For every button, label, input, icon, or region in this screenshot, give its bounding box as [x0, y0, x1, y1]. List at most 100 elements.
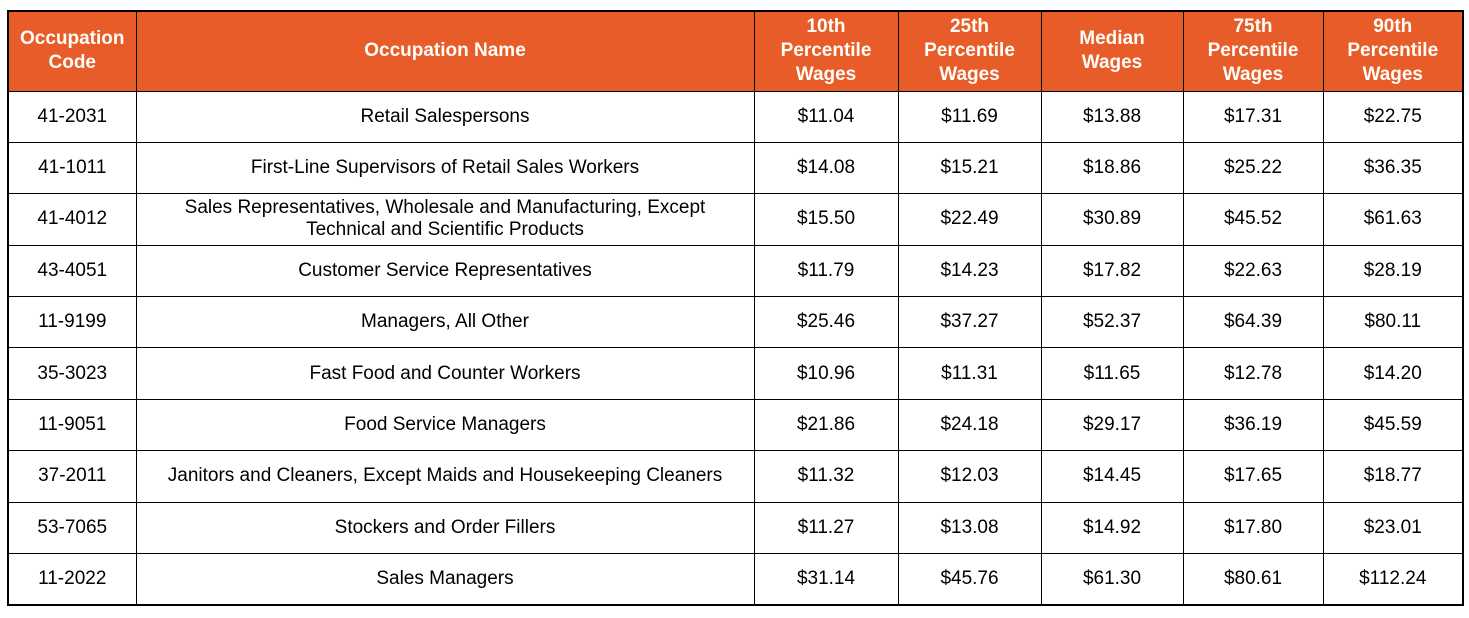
table-row: 11-9051 Food Service Managers $21.86 $24… — [7, 398, 1464, 452]
cell-median-wage: $14.92 — [1040, 501, 1184, 555]
cell-median-wage: $18.86 — [1040, 141, 1184, 195]
cell-occupation-name: Stockers and Order Fillers — [135, 501, 755, 555]
cell-median-wage: $17.82 — [1040, 244, 1184, 298]
cell-occupation-name: Customer Service Representatives — [135, 244, 755, 298]
cell-median-wage: $13.88 — [1040, 90, 1184, 143]
header-median-wages: Median Wages — [1040, 10, 1184, 92]
cell-occupation-name: Janitors and Cleaners, Except Maids and … — [135, 450, 755, 503]
cell-75th-percentile: $22.63 — [1182, 244, 1324, 298]
cell-10th-percentile: $25.46 — [753, 296, 899, 349]
occupation-name-text: Retail Salespersons — [360, 105, 530, 127]
cell-10th-percentile: $15.50 — [753, 193, 899, 246]
cell-75th-percentile: $17.31 — [1182, 90, 1324, 143]
table-row: 41-4012 Sales Representatives, Wholesale… — [7, 193, 1464, 246]
cell-median-wage: $29.17 — [1040, 398, 1184, 452]
cell-90th-percentile: $36.35 — [1322, 141, 1464, 195]
cell-90th-percentile: $22.75 — [1322, 90, 1464, 143]
table-header: Occupation Code Occupation Name 10th Per… — [7, 10, 1464, 92]
occupation-name-text: Sales Representatives, Wholesale and Man… — [184, 197, 706, 241]
cell-median-wage: $11.65 — [1040, 347, 1184, 400]
cell-10th-percentile: $10.96 — [753, 347, 899, 400]
cell-10th-percentile: $21.86 — [753, 398, 899, 452]
table-row: 41-1011 First-Line Supervisors of Retail… — [7, 141, 1464, 195]
occupation-name-text: Stockers and Order Fillers — [334, 516, 556, 538]
table-body: 41-2031 Retail Salespersons $11.04 $11.6… — [7, 90, 1464, 606]
table-row: 53-7065 Stockers and Order Fillers $11.2… — [7, 501, 1464, 555]
cell-occupation-name: Sales Managers — [135, 553, 755, 606]
cell-occupation-name: Fast Food and Counter Workers — [135, 347, 755, 400]
occupation-name-text: Fast Food and Counter Workers — [309, 362, 581, 384]
cell-10th-percentile: $11.27 — [753, 501, 899, 555]
header-90th-percentile: 90th Percentile Wages — [1322, 10, 1464, 92]
cell-25th-percentile: $12.03 — [897, 450, 1042, 503]
cell-90th-percentile: $80.11 — [1322, 296, 1464, 349]
cell-75th-percentile: $12.78 — [1182, 347, 1324, 400]
header-75th-percentile: 75th Percentile Wages — [1182, 10, 1324, 92]
cell-occupation-code: 11-9199 — [7, 296, 137, 349]
cell-occupation-code: 37-2011 — [7, 450, 137, 503]
occupation-wage-table: Occupation Code Occupation Name 10th Per… — [7, 10, 1464, 606]
header-25th-percentile: 25th Percentile Wages — [897, 10, 1042, 92]
table-row: 37-2011 Janitors and Cleaners, Except Ma… — [7, 450, 1464, 503]
cell-occupation-name: Managers, All Other — [135, 296, 755, 349]
header-occupation-code: Occupation Code — [7, 10, 137, 92]
table-row: 11-2022 Sales Managers $31.14 $45.76 $61… — [7, 553, 1464, 606]
header-10th-percentile: 10th Percentile Wages — [753, 10, 899, 92]
header-row: Occupation Code Occupation Name 10th Per… — [7, 10, 1464, 92]
cell-90th-percentile: $18.77 — [1322, 450, 1464, 503]
cell-occupation-code: 41-4012 — [7, 193, 137, 246]
cell-75th-percentile: $45.52 — [1182, 193, 1324, 246]
cell-25th-percentile: $14.23 — [897, 244, 1042, 298]
cell-75th-percentile: $25.22 — [1182, 141, 1324, 195]
occupation-name-text: Sales Managers — [376, 567, 514, 589]
cell-occupation-code: 11-9051 — [7, 398, 137, 452]
cell-occupation-name: First-Line Supervisors of Retail Sales W… — [135, 141, 755, 195]
cell-25th-percentile: $22.49 — [897, 193, 1042, 246]
cell-75th-percentile: $64.39 — [1182, 296, 1324, 349]
cell-median-wage: $61.30 — [1040, 553, 1184, 606]
cell-25th-percentile: $37.27 — [897, 296, 1042, 349]
cell-10th-percentile: $31.14 — [753, 553, 899, 606]
cell-10th-percentile: $11.79 — [753, 244, 899, 298]
cell-occupation-code: 43-4051 — [7, 244, 137, 298]
cell-25th-percentile: $13.08 — [897, 501, 1042, 555]
cell-10th-percentile: $14.08 — [753, 141, 899, 195]
cell-occupation-code: 53-7065 — [7, 501, 137, 555]
cell-90th-percentile: $45.59 — [1322, 398, 1464, 452]
cell-median-wage: $30.89 — [1040, 193, 1184, 246]
cell-occupation-name: Food Service Managers — [135, 398, 755, 452]
cell-90th-percentile: $61.63 — [1322, 193, 1464, 246]
cell-90th-percentile: $28.19 — [1322, 244, 1464, 298]
table-row: 41-2031 Retail Salespersons $11.04 $11.6… — [7, 90, 1464, 143]
occupation-name-text: Janitors and Cleaners, Except Maids and … — [167, 465, 723, 487]
table-row: 43-4051 Customer Service Representatives… — [7, 244, 1464, 298]
cell-25th-percentile: $24.18 — [897, 398, 1042, 452]
occupation-name-text: Food Service Managers — [344, 414, 546, 436]
table-row: 11-9199 Managers, All Other $25.46 $37.2… — [7, 296, 1464, 349]
cell-occupation-code: 41-2031 — [7, 90, 137, 143]
cell-10th-percentile: $11.32 — [753, 450, 899, 503]
cell-10th-percentile: $11.04 — [753, 90, 899, 143]
cell-occupation-code: 11-2022 — [7, 553, 137, 606]
cell-75th-percentile: $17.80 — [1182, 501, 1324, 555]
cell-75th-percentile: $17.65 — [1182, 450, 1324, 503]
cell-75th-percentile: $80.61 — [1182, 553, 1324, 606]
occupation-name-text: First-Line Supervisors of Retail Sales W… — [250, 157, 640, 179]
occupation-name-text: Customer Service Representatives — [298, 259, 592, 281]
cell-25th-percentile: $11.31 — [897, 347, 1042, 400]
cell-median-wage: $52.37 — [1040, 296, 1184, 349]
cell-90th-percentile: $14.20 — [1322, 347, 1464, 400]
cell-25th-percentile: $11.69 — [897, 90, 1042, 143]
cell-occupation-code: 41-1011 — [7, 141, 137, 195]
cell-occupation-code: 35-3023 — [7, 347, 137, 400]
cell-occupation-name: Retail Salespersons — [135, 90, 755, 143]
cell-25th-percentile: $15.21 — [897, 141, 1042, 195]
occupation-name-text: Managers, All Other — [361, 311, 529, 333]
cell-median-wage: $14.45 — [1040, 450, 1184, 503]
cell-75th-percentile: $36.19 — [1182, 398, 1324, 452]
cell-90th-percentile: $112.24 — [1322, 553, 1464, 606]
cell-25th-percentile: $45.76 — [897, 553, 1042, 606]
cell-90th-percentile: $23.01 — [1322, 501, 1464, 555]
table-row: 35-3023 Fast Food and Counter Workers $1… — [7, 347, 1464, 400]
header-occupation-name: Occupation Name — [135, 10, 755, 92]
